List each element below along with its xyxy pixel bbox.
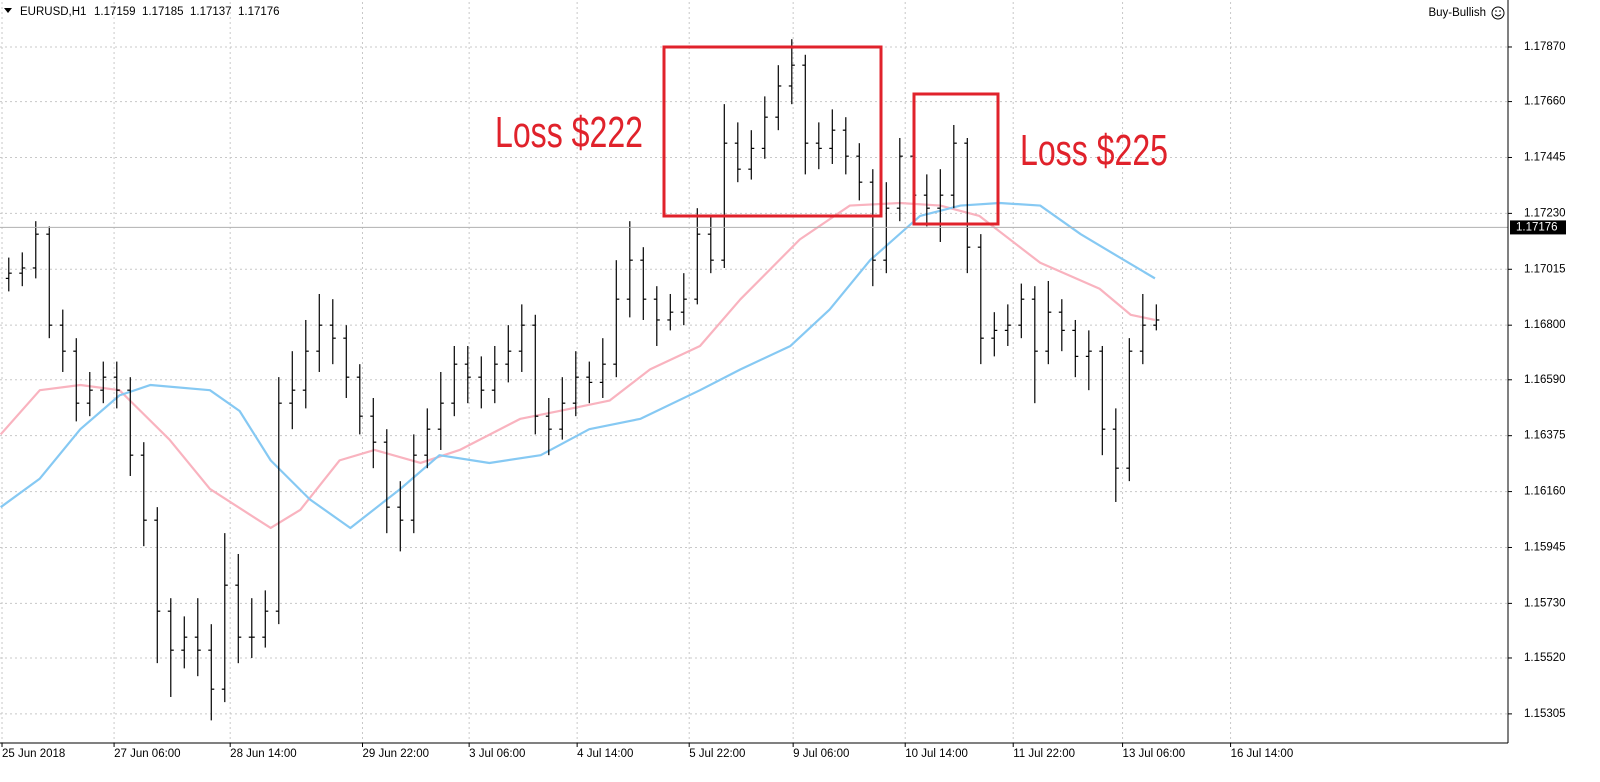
menu-triangle[interactable]	[4, 8, 12, 13]
x-tick-label: 16 Jul 14:00	[1231, 748, 1294, 760]
x-tick-label: 27 Jun 06:00	[114, 748, 181, 760]
y-tick-label: 1.17870	[1524, 41, 1566, 53]
x-tick-label: 25 Jun 2018	[2, 748, 65, 760]
y-tick-label: 1.16800	[1524, 319, 1566, 331]
y-tick-label: 1.16375	[1524, 430, 1566, 442]
moving-average	[0, 201, 1156, 530]
y-tick-label: 1.17015	[1524, 263, 1566, 275]
y-tick-label: 1.17445	[1524, 152, 1566, 164]
highlight-box	[662, 45, 883, 218]
annotation: Loss $225	[1020, 126, 1168, 175]
quote-low: 1.17137	[190, 6, 232, 18]
price-label: 1.17176	[1516, 221, 1558, 233]
y-tick-label: 1.15305	[1524, 708, 1566, 720]
symbol: EURUSD,H1	[20, 6, 86, 18]
x-tick-label: 28 Jun 14:00	[230, 748, 297, 760]
quote-close: 1.17176	[238, 6, 280, 18]
smiley	[1491, 6, 1505, 20]
y-tick-label: 1.17230	[1524, 207, 1566, 219]
indicator-name: Buy-Bullish	[1428, 7, 1486, 19]
y-tick-label: 1.15520	[1524, 652, 1566, 664]
quote-open: 1.17159	[94, 6, 136, 18]
x-tick-label: 13 Jul 06:00	[1123, 748, 1186, 760]
x-tick-label: 3 Jul 06:00	[469, 748, 525, 760]
x-tick-label: 29 Jun 22:00	[362, 748, 429, 760]
y-tick-label: 1.16160	[1524, 486, 1566, 498]
grid	[0, 2, 1508, 743]
moving-average	[0, 201, 1156, 530]
x-tick-label: 10 Jul 14:00	[905, 748, 968, 760]
x-tick-label: 5 Jul 22:00	[689, 748, 745, 760]
plot	[0, 39, 1508, 721]
x-tick-label: 4 Jul 14:00	[577, 748, 633, 760]
highlight-box	[912, 92, 1000, 226]
x-tick-label: 11 Jul 22:00	[1013, 748, 1075, 760]
y-tick-label: 1.15730	[1524, 597, 1566, 609]
y-tick-label: 1.16590	[1524, 374, 1566, 386]
annotation: Loss $222	[495, 108, 643, 157]
quote-high: 1.17185	[142, 6, 184, 18]
price-label-box	[1510, 220, 1566, 235]
y-tick-label: 1.15945	[1524, 542, 1566, 554]
y-tick-label: 1.17660	[1524, 96, 1566, 108]
x-tick-label: 9 Jul 06:00	[793, 748, 849, 760]
